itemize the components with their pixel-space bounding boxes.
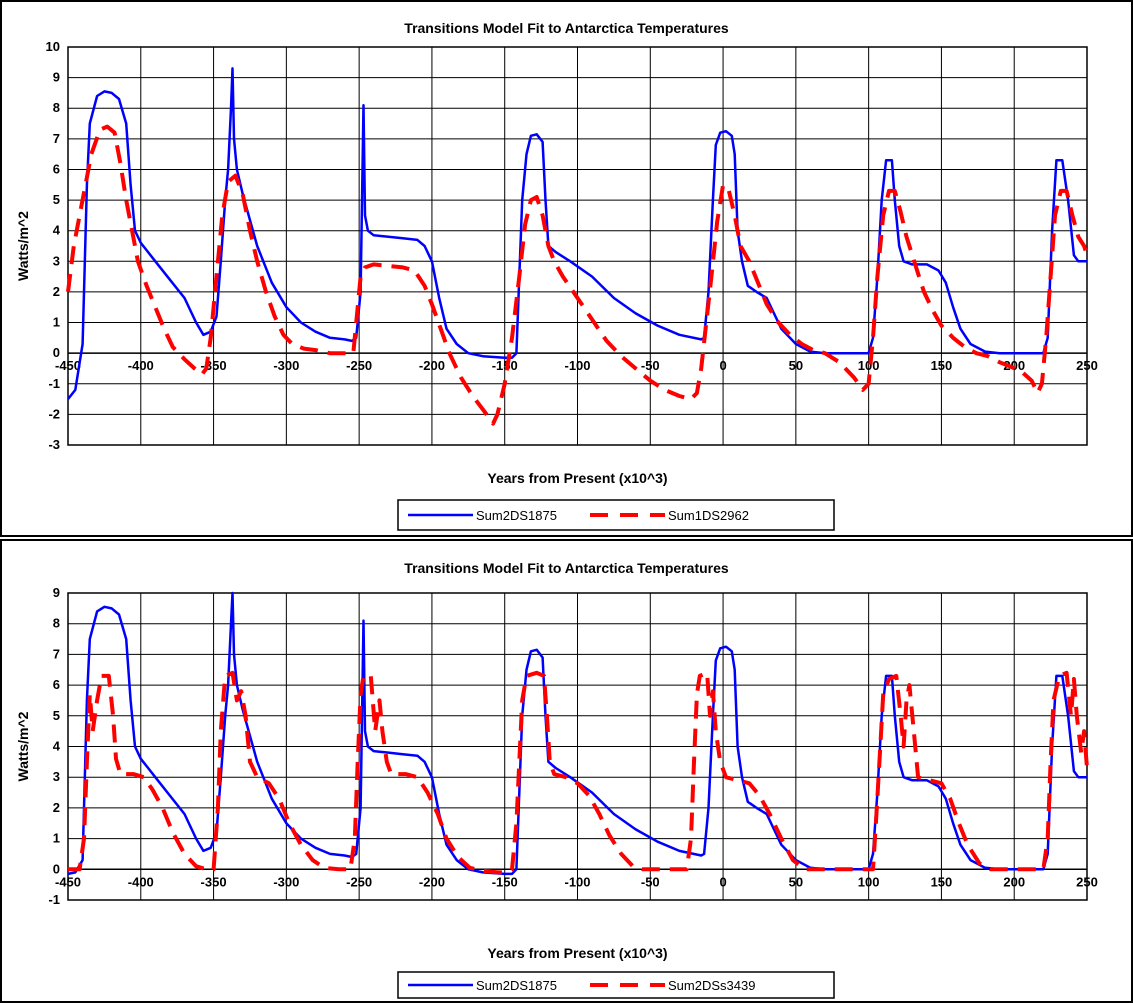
x-tick-label: 50 [789,874,803,889]
legend-label-1: Sum2DS1875 [476,978,557,993]
legend-label-2: Sum1DS2962 [668,508,749,523]
x-tick-label: -300 [273,358,299,373]
y-tick-label: -3 [48,437,60,452]
x-tick-label: -50 [641,874,660,889]
y-tick-label: 8 [53,616,60,631]
legend-label-1: Sum2DS1875 [476,508,557,523]
x-tick-label: -250 [346,874,372,889]
y-axis-label: Watts/m^2 [15,211,31,281]
x-tick-label: 200 [1003,358,1025,373]
x-axis-label: Years from Present (x10^3) [487,945,667,961]
series-line-2 [68,670,1089,875]
chart-title: Transitions Model Fit to Antarctica Temp… [404,20,729,36]
series-line-1 [67,591,1087,876]
y-tick-label: -2 [48,406,60,421]
x-tick-label: 100 [858,874,880,889]
x-tick-label: -450 [55,874,81,889]
y-tick-label: 0 [53,345,60,360]
y-tick-label: 9 [53,70,60,85]
x-tick-label: 150 [931,874,953,889]
x-tick-label: -100 [564,358,590,373]
x-tick-label: 250 [1076,358,1098,373]
x-tick-label: 100 [858,358,880,373]
x-tick-label: -350 [201,874,227,889]
y-tick-label: 5 [53,708,60,723]
y-tick-label: 3 [53,253,60,268]
y-tick-label: 4 [53,223,61,238]
x-tick-label: -150 [492,874,518,889]
legend-box [397,971,835,999]
y-tick-label: 5 [53,192,60,207]
y-axis-label: Watts/m^2 [15,711,31,781]
y-tick-label: 2 [53,284,60,299]
x-tick-label: -250 [346,358,372,373]
x-tick-label: -450 [55,358,81,373]
x-tick-label: -100 [564,874,590,889]
plot-area [67,592,1088,901]
legend-label-2: Sum2DSs3439 [668,978,755,993]
x-tick-label: 150 [931,358,953,373]
chart-panel-top: Transitions Model Fit to Antarctica Temp… [0,0,1133,537]
x-tick-label: -200 [419,874,445,889]
y-tick-label: 3 [53,769,60,784]
y-tick-label: 7 [53,646,60,661]
x-axis-label: Years from Present (x10^3) [487,470,667,486]
y-tick-label: -1 [48,376,60,391]
x-tick-label: 50 [789,358,803,373]
x-tick-label: -300 [273,874,299,889]
x-tick-label: -400 [128,358,154,373]
y-tick-label: -1 [48,892,60,907]
y-tick-label: 1 [53,831,60,846]
plot-area [67,46,1088,446]
y-tick-label: 7 [53,131,60,146]
y-tick-label: 1 [53,315,60,330]
y-tick-label: 8 [53,100,60,115]
y-tick-label: 4 [53,739,61,754]
chart-bottom: Transitions Model Fit to Antarctica Temp… [0,539,1133,1003]
x-tick-label: -50 [641,358,660,373]
x-tick-label: 250 [1076,874,1098,889]
y-tick-label: 0 [53,861,60,876]
x-tick-label: 0 [719,874,726,889]
y-tick-label: 10 [46,39,60,54]
y-tick-label: 2 [53,800,60,815]
y-tick-label: 9 [53,585,60,600]
x-tick-label: -400 [128,874,154,889]
x-tick-label: -150 [492,358,518,373]
x-tick-label: 200 [1003,874,1025,889]
y-tick-label: 6 [53,161,60,176]
y-tick-label: 6 [53,677,60,692]
chart-frame [0,539,1133,1003]
x-tick-label: -200 [419,358,445,373]
chart-panel-bottom: Transitions Model Fit to Antarctica Temp… [0,539,1133,1003]
series-line-2 [66,124,1089,426]
x-tick-label: 0 [719,358,726,373]
chart-top: Transitions Model Fit to Antarctica Temp… [0,0,1133,537]
series-line-1 [67,67,1087,400]
chart-title: Transitions Model Fit to Antarctica Temp… [404,560,729,576]
chart-frame [0,0,1133,537]
